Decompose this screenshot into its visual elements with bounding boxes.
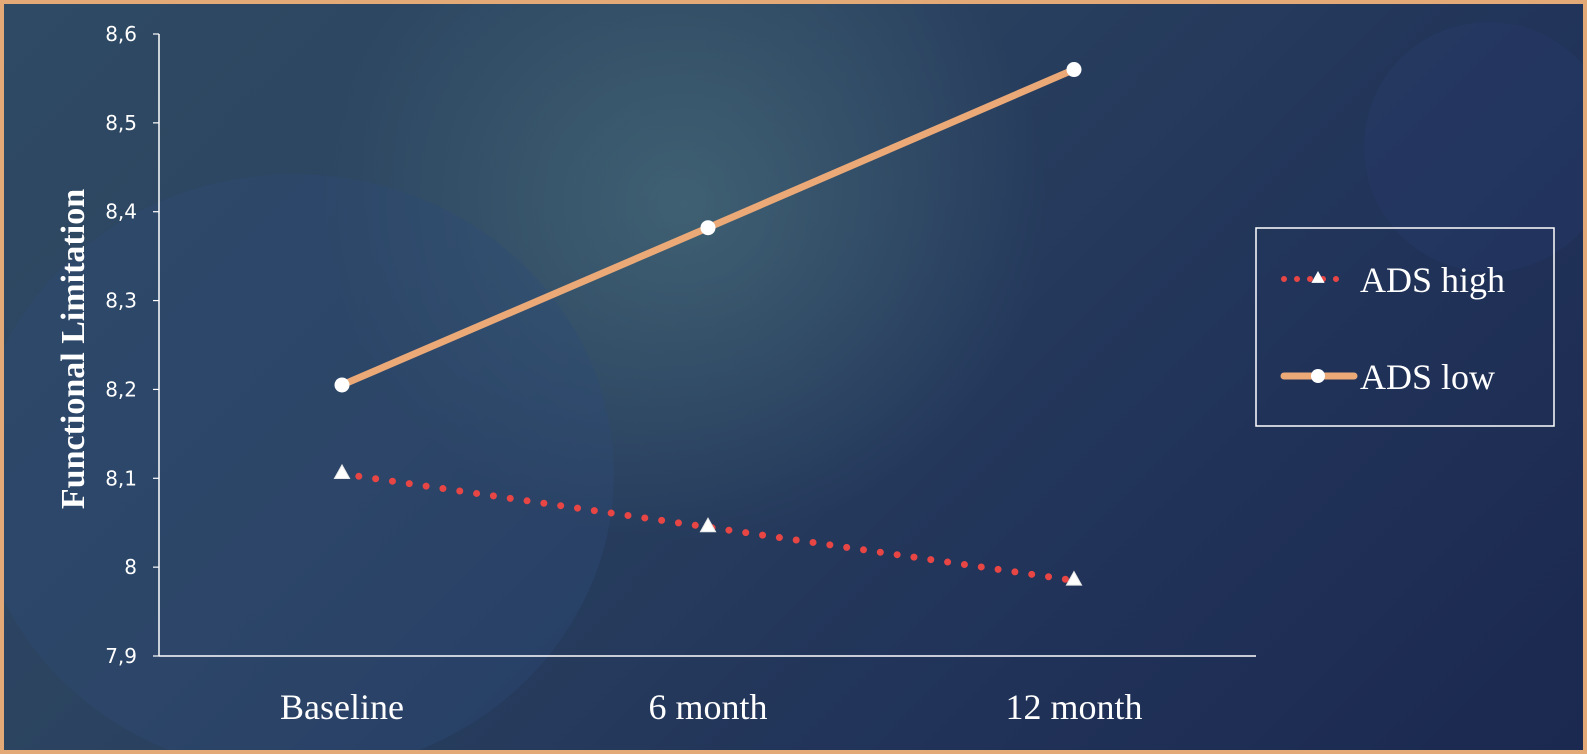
data-point-ads-low (334, 377, 350, 393)
x-category-label: 12 month (1005, 687, 1142, 727)
chart-axes (158, 34, 1256, 657)
y-tick-label: 7,9 (105, 644, 137, 668)
data-point-ads-high (699, 517, 717, 533)
y-tick-label: 8 (124, 555, 137, 579)
decorative-circle-right (1364, 22, 1583, 272)
y-axis-title: Functional Limitation (55, 189, 92, 509)
legend-label-ads-high: ADS high (1360, 260, 1505, 300)
legend: ADS high ADS low (1255, 227, 1555, 427)
y-tick-label: 8,6 (105, 22, 137, 46)
decorative-circle-left (4, 174, 614, 750)
chart-series (333, 62, 1083, 586)
legend-box (1255, 227, 1555, 427)
y-axis-ticks: 7,9 8 8,1 8,2 8,3 8,4 8,5 8,6 (105, 22, 159, 668)
y-tick-label: 8,4 (105, 200, 137, 224)
y-tick-label: 8,3 (105, 289, 137, 313)
y-tick-label: 8,1 (105, 466, 137, 490)
legend-label-ads-low: ADS low (1360, 357, 1495, 397)
line-chart: 7,9 8 8,1 8,2 8,3 8,4 8,5 8,6 Baseline 6 month 12… (55, 22, 1555, 727)
x-axis-categories: Baseline 6 month 12 month (280, 687, 1142, 727)
legend-marker-ads-low (1311, 369, 1325, 383)
y-tick-label: 8,5 (105, 111, 137, 135)
legend-marker-ads-high (1311, 271, 1325, 283)
x-category-label: Baseline (280, 687, 404, 727)
data-point-ads-high (1065, 570, 1083, 586)
y-tick-label: 8,2 (105, 377, 137, 401)
data-point-ads-low (1066, 62, 1082, 78)
data-point-ads-low (700, 220, 716, 236)
x-category-label: 6 month (648, 687, 767, 727)
data-point-ads-high (333, 463, 351, 479)
